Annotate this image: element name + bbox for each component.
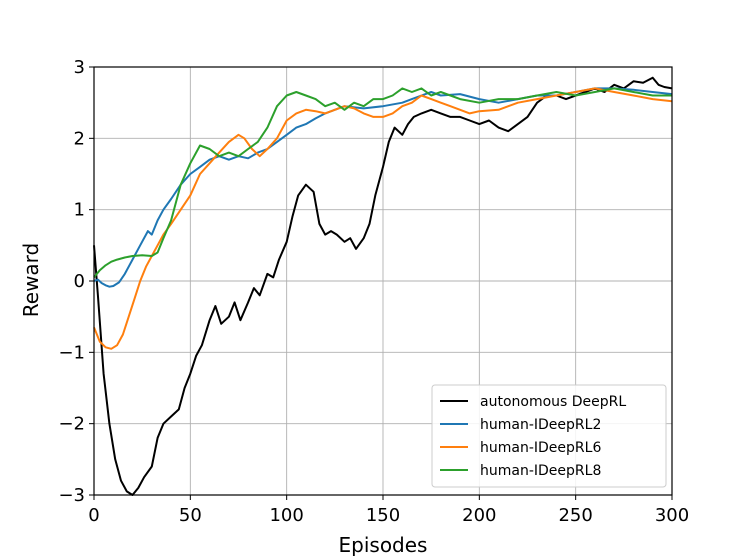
y-tick-label: 2 <box>74 128 85 149</box>
y-axis-label: Reward <box>19 243 43 317</box>
x-tick-label: 150 <box>366 505 400 526</box>
x-tick-label: 250 <box>558 505 592 526</box>
legend-label-human-ideeprl6: human-IDeepRL6 <box>480 440 601 456</box>
series-line-human-ideeprl8 <box>93 87 672 279</box>
x-tick-label: 0 <box>88 505 99 526</box>
series-lines <box>93 76 673 496</box>
y-tick-label: −2 <box>58 414 85 435</box>
x-axis-label: Episodes <box>339 533 428 556</box>
x-axis-ticks: 0 50 100 150 200 250 300 <box>88 495 689 526</box>
x-tick-label: 200 <box>462 505 496 526</box>
series-line-human-ideeprl2 <box>93 87 673 288</box>
y-tick-label: −3 <box>58 485 85 506</box>
legend-label-human-ideeprl2: human-IDeepRL2 <box>480 417 601 433</box>
x-tick-label: 100 <box>269 505 303 526</box>
legend-label-autonomous-deeprl: autonomous DeepRL <box>480 394 626 410</box>
x-tick-label: 50 <box>179 505 202 526</box>
y-tick-label: 0 <box>74 271 85 292</box>
legend-box <box>431 384 667 488</box>
y-axis-ticks: −3 −2 −1 0 1 2 3 <box>58 57 94 506</box>
y-tick-label: 3 <box>74 57 85 78</box>
legend: autonomous DeepRL human-IDeepRL2 human-IDe… <box>431 384 667 488</box>
series-line-human-ideeprl6 <box>93 87 673 350</box>
x-tick-label: 300 <box>655 505 689 526</box>
legend-label-human-ideeprl8: human-IDeepRL8 <box>480 463 601 479</box>
y-tick-label: 1 <box>74 200 85 221</box>
y-tick-label: −1 <box>58 342 85 363</box>
